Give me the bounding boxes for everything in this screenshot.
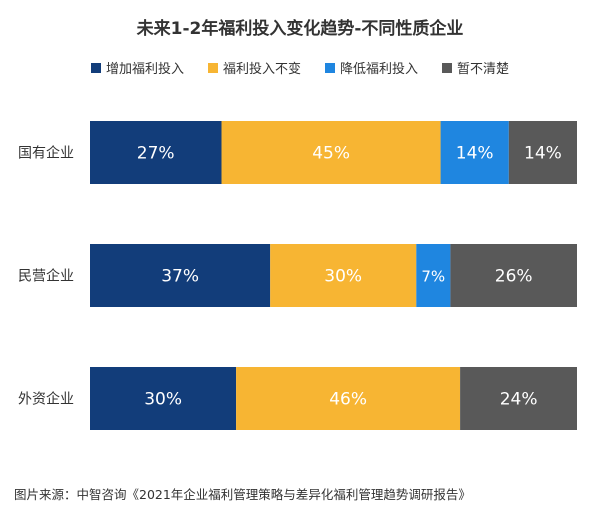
- bar-segment: [440, 121, 509, 184]
- data-label: 14%: [524, 144, 562, 164]
- bar-segment: [270, 244, 417, 307]
- data-label: 14%: [456, 144, 494, 164]
- legend-swatch: [207, 62, 218, 73]
- category-label: 民营企业: [18, 268, 74, 285]
- legend-label: 福利投入不变: [222, 62, 301, 77]
- bar-segment: [460, 367, 577, 430]
- bar-segment: [90, 121, 222, 184]
- data-label: 30%: [144, 390, 182, 410]
- source-note: 图片来源：中智咨询《2021年企业福利管理策略与差异化福利管理趋势调研报告》: [14, 487, 471, 502]
- chart-legend: 增加福利投入 福利投入不变 降低福利投入 暂不清楚: [0, 58, 600, 77]
- data-label: 30%: [324, 267, 362, 287]
- legend-item-unknown: 暂不清楚: [442, 58, 509, 77]
- bar-segment: [90, 244, 271, 307]
- bar-segment: [416, 244, 451, 307]
- legend-swatch: [442, 62, 453, 73]
- legend-item-decrease: 降低福利投入: [325, 58, 418, 77]
- data-label: 37%: [161, 267, 199, 287]
- data-label: 26%: [495, 267, 533, 287]
- legend-swatch: [90, 62, 101, 73]
- legend-label: 降低福利投入: [340, 62, 419, 77]
- data-label: 24%: [500, 390, 538, 410]
- data-label: 45%: [312, 144, 350, 164]
- category-label: 国有企业: [18, 145, 74, 162]
- bar-segment: [450, 244, 577, 307]
- legend-item-unchanged: 福利投入不变: [207, 58, 301, 77]
- bar-segment: [90, 367, 237, 430]
- stacked-bar-chart: 国有企业 27% 45% 14% 14% 民营企业 37% 30% 7% 26% 外资企业 30% 46…: [18, 121, 577, 430]
- chart-title: 未来1-2年福利投入变化趋势-不同性质企业: [136, 19, 464, 39]
- data-label: 7%: [421, 268, 445, 286]
- bar-segment: [221, 121, 441, 184]
- legend-label: 增加福利投入: [105, 62, 184, 77]
- category-label: 外资企业: [18, 391, 74, 408]
- legend-item-increase: 增加福利投入: [90, 58, 184, 77]
- legend-label: 暂不清楚: [457, 62, 510, 77]
- bar-segment: [508, 121, 577, 184]
- legend-swatch: [325, 62, 335, 73]
- data-label: 46%: [329, 390, 367, 410]
- bar-segment: [236, 367, 461, 430]
- data-label: 27%: [137, 144, 175, 164]
